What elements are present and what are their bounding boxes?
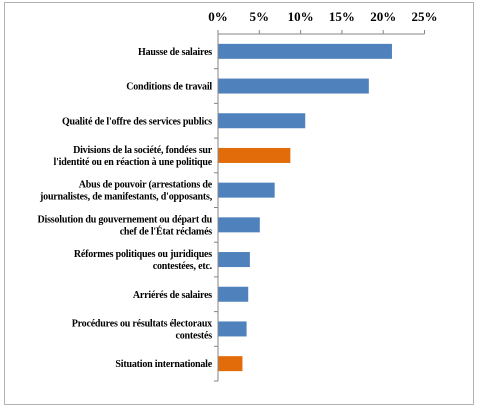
category-label: contestés <box>175 330 212 341</box>
x-tick-label: 5% <box>250 9 270 24</box>
category-label: Conditions de travail <box>126 82 212 93</box>
bars <box>218 43 392 372</box>
category-label: Situation internationale <box>115 359 212 370</box>
category-label: Hausse de salaires <box>138 47 212 58</box>
bar <box>218 217 260 233</box>
category-labels: Hausse de salaires Conditions de travail Q… <box>37 47 212 370</box>
category-label: chef de l'État réclamés <box>120 225 213 237</box>
category-label: Arriérés de salaires <box>133 290 212 301</box>
x-tick-label: 10% <box>288 9 314 24</box>
category-label: journalistes, de manifestants, d'opposan… <box>39 192 213 203</box>
category-label: Abus de pouvoir (arrestations de <box>79 180 213 191</box>
bar <box>218 113 306 129</box>
category-label: l'identité ou en réaction à une politiqu… <box>54 157 213 168</box>
bar-chart: 0% 5% 10% 15% 20% 25% Hausse de salaires Condi… <box>37 9 438 382</box>
bar <box>218 286 249 302</box>
category-label: Divisions de la société, fondées sur <box>73 145 213 156</box>
x-tick-label: 0% <box>208 9 228 24</box>
axes <box>214 33 425 382</box>
x-tick-label: 15% <box>329 9 355 24</box>
category-label: Dissolution du gouvernement ou départ du <box>37 214 212 225</box>
bar <box>218 356 243 372</box>
x-axis-ticks: 0% 5% 10% 15% 20% 25% <box>208 9 438 34</box>
x-tick-label: 25% <box>412 9 438 24</box>
category-label: Procédures ou résultats électoraux <box>72 318 212 329</box>
category-label: Réformes politiques ou juridiques <box>74 249 212 260</box>
bar <box>218 182 275 198</box>
category-label: contestées, etc. <box>153 261 213 272</box>
bar <box>218 252 250 268</box>
category-label: Qualité de l'offre des services publics <box>62 116 212 127</box>
bar <box>218 78 369 94</box>
bar <box>218 43 392 59</box>
bar <box>218 321 247 337</box>
x-tick-label: 20% <box>370 9 396 24</box>
chart-frame: 0% 5% 10% 15% 20% 25% Hausse de salaires Condi… <box>4 2 474 405</box>
bar <box>218 147 291 163</box>
